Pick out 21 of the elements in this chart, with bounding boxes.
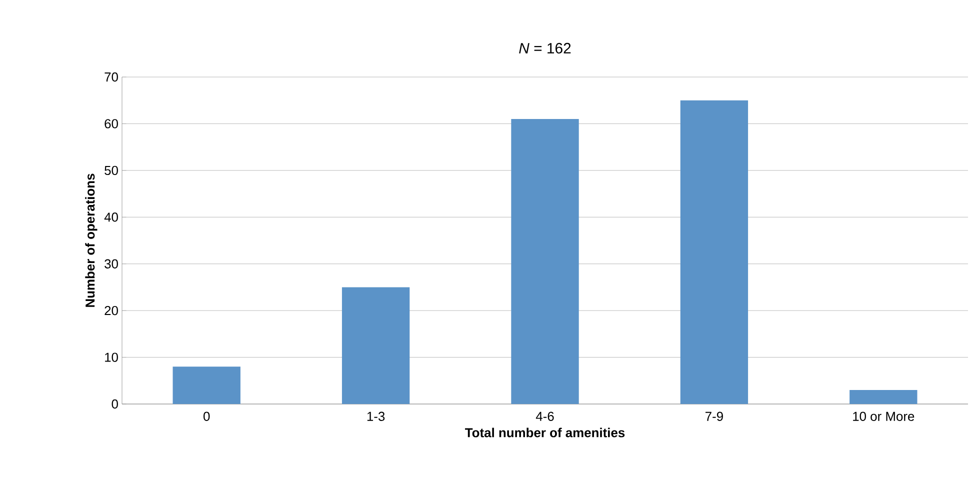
bar — [172, 366, 240, 404]
y-tick-label: 30 — [104, 259, 118, 268]
y-tick-label: 50 — [104, 166, 118, 176]
x-tick-label: 0 — [204, 412, 210, 421]
y-tick-label: 20 — [104, 306, 118, 316]
x-tick-label: 1-3 — [367, 412, 385, 421]
y-tick-label: 10 — [105, 352, 118, 362]
y-tick-label: 70 — [104, 72, 118, 82]
bar — [511, 119, 579, 404]
chart-title: N = 162 — [519, 42, 571, 54]
bar — [680, 100, 748, 404]
x-axis-title: Total number of amenities — [465, 428, 625, 438]
y-tick-label: 0 — [112, 399, 118, 409]
x-tick-label: 10 or More — [853, 412, 914, 421]
x-tick-label: 4-6 — [536, 412, 554, 421]
x-tick-label: 7-9 — [706, 412, 723, 421]
y-tick-label: 60 — [104, 119, 118, 128]
y-tick-label: 40 — [104, 212, 118, 222]
y-axis-title: Number of operations — [85, 174, 98, 307]
bar — [850, 390, 918, 404]
bar — [342, 287, 410, 404]
